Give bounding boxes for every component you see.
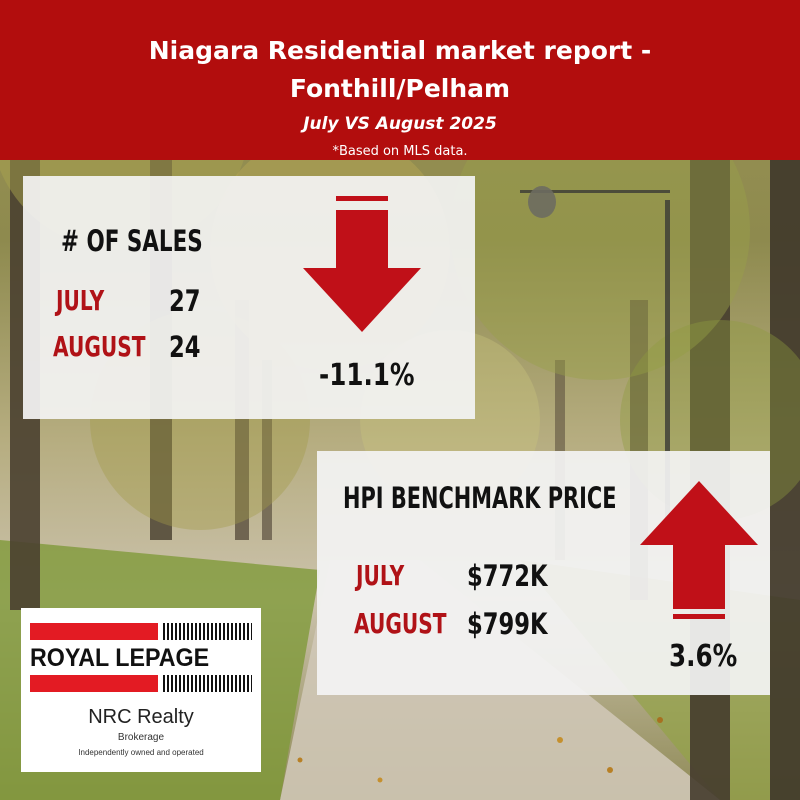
logo-company: NRC Realty [88,706,194,728]
sales-july-label: JULY [56,284,105,317]
logo-brand-text: ROYAL LEPAGE [30,644,210,672]
hpi-august-label: AUGUST [354,607,447,640]
logo-red-bar-bottom [30,675,158,692]
sales-change: -11.1% [319,358,415,393]
hpi-heading: HPI BENCHMARK PRICE [343,481,617,515]
logo-red-bar-top [30,623,158,640]
sales-august-label: AUGUST [53,330,146,363]
brokerage-logo: ROYAL LEPAGE NRC Realty Brokerage Indepe… [21,608,261,772]
logo-stripes-bottom [163,675,252,692]
logo-tagline: Independently owned and operated [78,748,204,757]
hpi-change: 3.6% [669,639,738,674]
hpi-panel: HPI BENCHMARK PRICE JULY $772K AUGUST $7… [317,451,770,695]
sales-panel: # OF SALES JULY 27 AUGUST 24 -11.1% [23,176,475,419]
logo-type: Brokerage [117,732,165,743]
hpi-july-label: JULY [356,559,405,592]
sales-heading: # OF SALES [61,224,203,258]
report-header: Niagara Residential market report - Font… [0,0,800,160]
hpi-august-value: $799K [467,607,548,641]
mls-note: *Based on MLS data. [332,144,468,159]
arrow-up-icon [640,481,758,619]
hpi-july-value: $772K [467,559,548,593]
title-line-2: Fonthill/Pelham [289,74,511,103]
logo-stripes-top [163,623,252,640]
title-line-1: Niagara Residential market report - [148,36,652,65]
report-subtitle: July VS August 2025 [303,114,497,134]
arrow-down-icon [303,196,421,332]
report-title: Niagara Residential market report - Font… [0,32,800,108]
sales-august-value: 24 [169,330,201,364]
sales-july-value: 27 [169,284,201,318]
